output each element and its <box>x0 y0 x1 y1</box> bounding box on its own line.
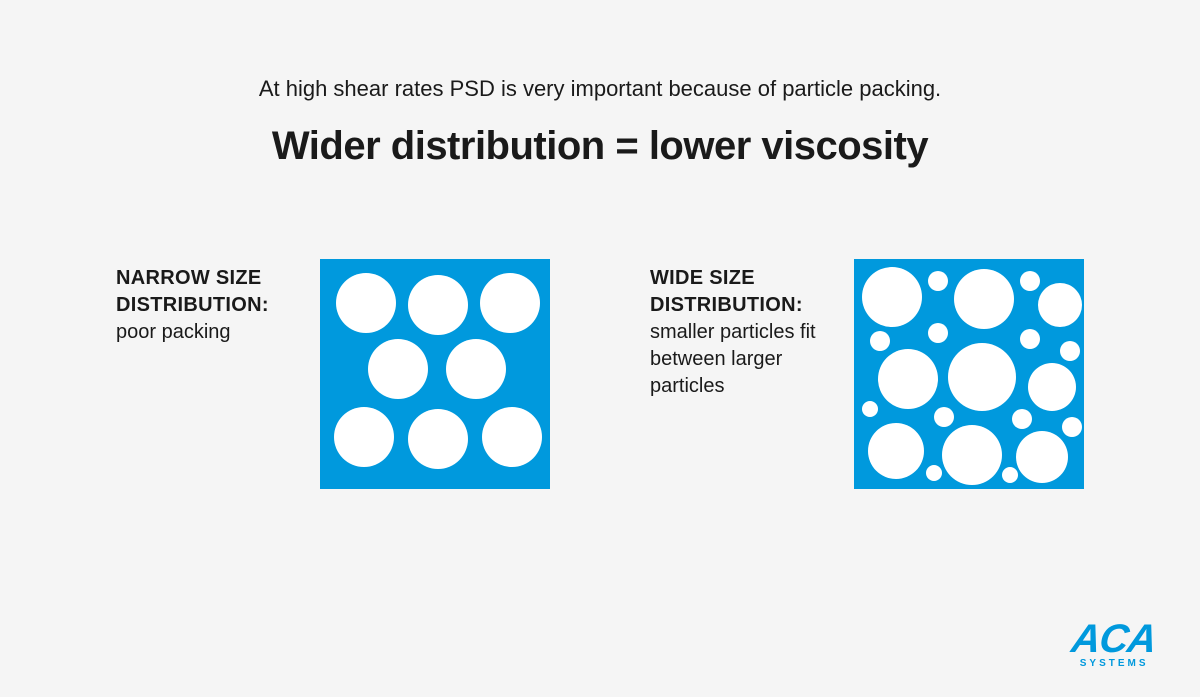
particle-circle <box>862 267 922 327</box>
subtitle-text: At high shear rates PSD is very importan… <box>0 76 1200 102</box>
header-block: At high shear rates PSD is very importan… <box>0 0 1200 169</box>
title-text: Wider distribution = lower viscosity <box>0 124 1200 169</box>
particle-circle <box>954 269 1014 329</box>
particle-circle <box>948 343 1016 411</box>
particle-circle <box>1060 341 1080 361</box>
particle-circle <box>926 465 942 481</box>
wide-square <box>854 259 1084 489</box>
wide-label-strong: WIDE SIZE DISTRIBUTION: <box>650 267 803 316</box>
particle-circle <box>336 273 396 333</box>
particle-circle <box>1002 467 1018 483</box>
particle-circle <box>870 331 890 351</box>
particle-circle <box>928 323 948 343</box>
particle-circle <box>862 401 878 417</box>
narrow-label: NARROW SIZE DISTRIBUTION: poor packing <box>116 259 296 346</box>
particle-circle <box>1028 363 1076 411</box>
narrow-square <box>320 259 550 489</box>
particle-circle <box>1012 409 1032 429</box>
wide-label: WIDE SIZE DISTRIBUTION: smaller particle… <box>650 259 830 400</box>
wide-panel: WIDE SIZE DISTRIBUTION: smaller particle… <box>650 259 1084 489</box>
particle-circle <box>1020 329 1040 349</box>
particle-circle <box>868 423 924 479</box>
particle-circle <box>1016 431 1068 483</box>
particle-circle <box>482 407 542 467</box>
particle-circle <box>878 349 938 409</box>
particle-circle <box>480 273 540 333</box>
particle-circle <box>408 409 468 469</box>
wide-label-rest: smaller particles fit between larger par… <box>650 321 816 397</box>
narrow-label-rest: poor packing <box>116 321 231 343</box>
particle-circle <box>408 275 468 335</box>
narrow-label-strong: NARROW SIZE DISTRIBUTION: <box>116 267 269 316</box>
particle-circle <box>1020 271 1040 291</box>
particle-circle <box>368 339 428 399</box>
particle-circle <box>334 407 394 467</box>
particle-circle <box>1038 283 1082 327</box>
narrow-panel: NARROW SIZE DISTRIBUTION: poor packing <box>116 259 550 489</box>
particle-circle <box>446 339 506 399</box>
logo-main-text: ACA <box>1070 622 1158 656</box>
panels-row: NARROW SIZE DISTRIBUTION: poor packing W… <box>0 259 1200 489</box>
particle-circle <box>942 425 1002 485</box>
particle-circle <box>1062 417 1082 437</box>
particle-circle <box>928 271 948 291</box>
particle-circle <box>934 407 954 427</box>
aca-logo: ACA SYSTEMS <box>1072 622 1156 669</box>
